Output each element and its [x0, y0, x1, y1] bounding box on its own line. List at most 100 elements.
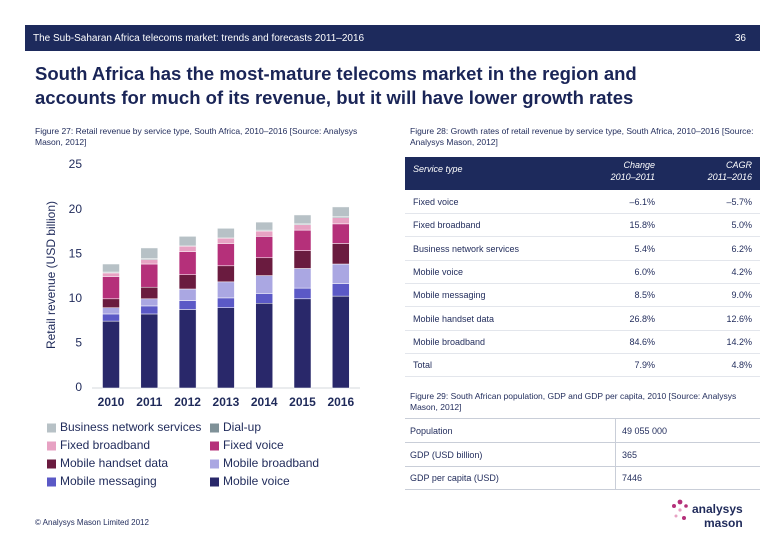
- bar-segment: [217, 307, 235, 389]
- table-row: Mobile handset data 26.8% 12.6%: [405, 307, 760, 331]
- table-cell: GDP (USD billion): [410, 449, 483, 460]
- table-cell: 6.0%: [634, 266, 655, 277]
- bar-segment: [255, 293, 273, 304]
- bar-segment: [102, 313, 120, 322]
- table-cell: GDP per capita (USD): [410, 473, 499, 483]
- column-header: CAGR 2011–2016: [708, 159, 752, 183]
- figure-caption: Figure 29: South African population, GDP…: [410, 391, 737, 412]
- bar-segment: [332, 263, 350, 284]
- table-cell: 9.0%: [731, 290, 752, 301]
- logo-dot: [672, 504, 676, 508]
- chart: Retail revenue (USD billion) 0 5 10 15 20 25 2…: [44, 157, 360, 488]
- table-cell: Fixed broadband: [413, 220, 481, 231]
- bar-segment: [140, 247, 159, 259]
- bar-segment: [255, 230, 273, 237]
- figure-caption: Figure 27: Retail revenue by service typ…: [35, 126, 358, 147]
- logo-text: mason: [704, 516, 743, 530]
- logo-dot: [684, 504, 688, 508]
- bar-segment: [217, 228, 235, 238]
- table-cell: Mobile broadband: [413, 336, 486, 347]
- logo-dot: [674, 514, 678, 518]
- logo: analysys mason: [672, 499, 743, 530]
- y-tick-label: 20: [69, 202, 83, 216]
- y-axis-label: Retail revenue (USD billion): [44, 201, 58, 349]
- table-cell: 7446: [622, 473, 643, 483]
- table-cell: –6.1%: [629, 197, 655, 207]
- table-divider: [615, 419, 616, 442]
- logo-dot: [678, 508, 682, 512]
- y-tick-label: 0: [75, 380, 82, 394]
- table-cell: 365: [622, 449, 638, 460]
- bar-segment: [178, 288, 197, 301]
- table-cell: Population: [410, 426, 453, 436]
- bar-segment: [102, 263, 120, 273]
- table-row: Fixed voice –6.1% –5.7%: [405, 190, 760, 214]
- logo-text: analysys: [692, 502, 743, 516]
- table-cell: Total: [413, 360, 433, 371]
- table-cell: –5.7%: [726, 197, 752, 207]
- figure-caption: Figure 28: Growth rates of retail revenu…: [410, 126, 754, 147]
- y-tick-label: 15: [69, 246, 83, 260]
- bar-segment: [178, 274, 197, 290]
- bar-segment: [178, 251, 197, 275]
- y-tick-label: 10: [69, 291, 83, 305]
- bar-segment: [217, 243, 235, 267]
- table-cell: 4.2%: [731, 266, 752, 277]
- table-cell: 14.2%: [726, 336, 752, 347]
- table-cell: 12.6%: [726, 313, 752, 324]
- column-header: Service type: [413, 164, 463, 174]
- bar-segment: [140, 305, 159, 315]
- bar-segment: [332, 243, 350, 265]
- column-header-line: 2011–2016: [707, 172, 752, 182]
- table-cell: 5.0%: [731, 220, 752, 231]
- bar-segment: [332, 206, 350, 217]
- legend-label: Mobile voice: [223, 474, 290, 488]
- bar-segment: [217, 297, 235, 308]
- legend-label: Fixed voice: [223, 438, 284, 452]
- page-number: 36: [734, 33, 746, 44]
- table-cell: 15.8%: [629, 220, 655, 231]
- bar-segment: [140, 286, 159, 300]
- table-cell: Mobile messaging: [413, 290, 486, 301]
- header-title: The Sub-Saharan Africa telecoms market: …: [33, 33, 365, 44]
- legend-swatch: [210, 477, 219, 487]
- bar-segment: [293, 229, 312, 251]
- table-row: GDP per capita (USD) 7446: [405, 466, 760, 490]
- legend-label: Dial-up: [223, 420, 261, 434]
- bar-segment: [332, 295, 350, 389]
- logo-dot: [677, 499, 683, 505]
- table-cell: Business network services: [413, 243, 520, 254]
- legend-label: Mobile messaging: [60, 474, 157, 488]
- table-row: Mobile broadband 84.6% 14.2%: [405, 330, 760, 354]
- table-cell: Mobile handset data: [413, 313, 495, 324]
- bar-segment: [178, 236, 197, 246]
- table-row: Fixed broadband 15.8% 5.0%: [405, 213, 760, 238]
- bar-segment: [102, 320, 120, 389]
- x-tick-label: 2010: [98, 395, 125, 409]
- column-header: Change 2010–2011: [611, 159, 655, 183]
- column-header-line: Change: [623, 160, 655, 170]
- bar-segment: [140, 259, 159, 265]
- table-cell: 49 055 000: [622, 426, 668, 436]
- legend-swatch: [210, 459, 219, 469]
- legend-swatch: [210, 441, 219, 451]
- table-row: Mobile voice 6.0% 4.2%: [405, 260, 760, 284]
- table-divider: [615, 442, 616, 466]
- table-cell: Mobile voice: [413, 266, 464, 277]
- table-cell: 84.6%: [629, 336, 655, 347]
- bar-segment: [217, 237, 235, 244]
- copyright: © Analysys Mason Limited 2012: [35, 518, 149, 527]
- legend-label: Fixed broadband: [60, 438, 150, 452]
- table-cell: 6.2%: [731, 243, 752, 254]
- bar-segment: [102, 272, 120, 277]
- x-tick-label: 2013: [213, 395, 240, 409]
- table-row: Business network services 5.4% 6.2%: [405, 237, 760, 261]
- table-divider: [615, 466, 616, 489]
- table-cell: 7.9%: [634, 360, 655, 371]
- y-tick-label: 5: [75, 336, 82, 350]
- bar-segment: [293, 287, 312, 300]
- bar-segment: [102, 307, 120, 315]
- table-header: Service type Change 2010–2011 CAGR 2011–20…: [405, 157, 760, 190]
- table-cell: 8.5%: [634, 290, 655, 301]
